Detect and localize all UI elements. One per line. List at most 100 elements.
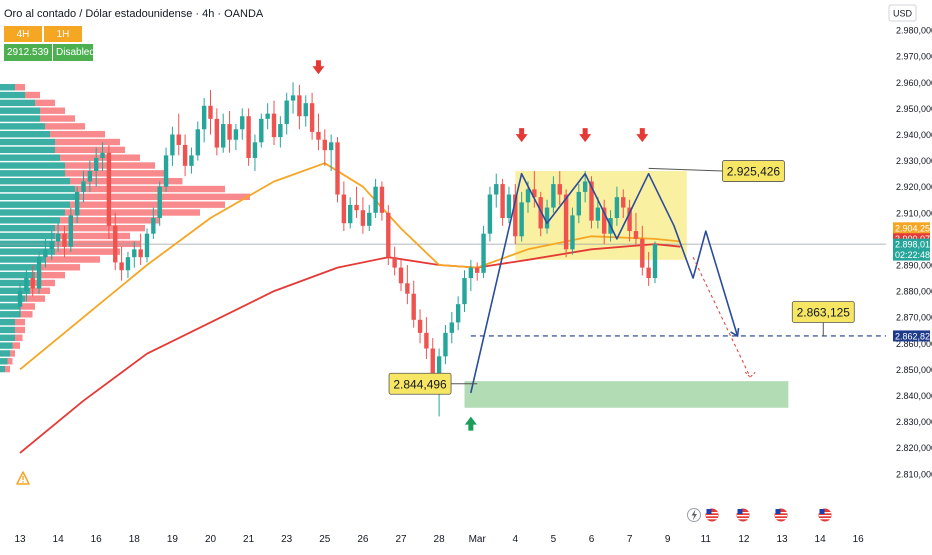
flash-event-icon[interactable]	[687, 508, 701, 522]
drawings-layer[interactable]: 2.925,426 2.863,125 2.844,496	[312, 60, 855, 431]
candle-body	[62, 233, 67, 247]
y-tick-label: 2.850,000	[896, 365, 932, 375]
profile-bar-down	[55, 224, 145, 232]
candle	[449, 311, 454, 344]
profile-bar-down	[12, 342, 20, 349]
candle-body	[443, 332, 448, 357]
price-tag-countdown: 02:22:48	[895, 250, 930, 260]
candle	[303, 95, 308, 127]
candle	[297, 84, 302, 130]
us-flag-event-icon[interactable]	[774, 508, 788, 522]
candle-body	[576, 191, 581, 216]
candle	[208, 90, 213, 135]
candle-body	[43, 249, 48, 258]
candle	[271, 100, 277, 145]
up-arrow-icon[interactable]	[464, 416, 477, 431]
price-callout[interactable]: 2.844,496	[388, 372, 478, 395]
candle	[398, 259, 404, 292]
candle-body	[100, 152, 105, 158]
candle	[367, 204, 372, 232]
candle-body	[68, 215, 73, 247]
candle	[170, 126, 175, 166]
candle	[144, 228, 150, 263]
timeframe-4h[interactable]: 4H	[4, 26, 42, 42]
support-zone[interactable]	[464, 381, 789, 408]
currency-button[interactable]	[888, 4, 917, 22]
candle	[500, 178, 505, 226]
y-tick-label: 2.890,000	[896, 261, 932, 271]
profile-bar-up	[0, 342, 13, 349]
candle	[182, 134, 188, 177]
down-arrow-icon[interactable]	[515, 128, 528, 143]
profile-bar-up	[0, 256, 45, 263]
currency-label[interactable]: USD	[893, 9, 913, 19]
candle	[379, 181, 385, 221]
candle-body	[316, 131, 321, 140]
candle	[544, 199, 550, 234]
candle	[62, 225, 67, 258]
price-tag-value: 2.898,010	[895, 240, 932, 250]
candle	[405, 265, 410, 305]
candle	[481, 225, 486, 279]
us-flag-event-icon[interactable]	[705, 508, 719, 522]
bearish-projection[interactable]	[692, 256, 751, 378]
events-layer[interactable]	[16, 471, 832, 522]
warning-icon[interactable]	[16, 471, 30, 485]
candle	[538, 191, 543, 237]
candle-body	[176, 134, 181, 145]
candle-body	[602, 207, 607, 234]
profile-bar-up	[0, 107, 40, 114]
price-tag[interactable]	[893, 222, 930, 234]
candle	[201, 97, 207, 143]
candle-body	[49, 241, 54, 250]
x-tick-label: 6	[589, 534, 595, 545]
candle-body	[195, 129, 200, 156]
y-axis[interactable]: USD 2.980,000 2.970,000 2.960,000 2.950,000 2…	[886, 0, 932, 550]
zigzag-projection[interactable]	[470, 172, 739, 394]
price-callout[interactable]: 2.925,426	[648, 160, 785, 182]
callout-leader	[648, 167, 723, 172]
candle-body	[322, 139, 327, 151]
price-tag[interactable]	[893, 238, 930, 261]
y-tick-label: 2.980,000	[896, 26, 932, 36]
timeframe-1h[interactable]: 1H	[44, 26, 82, 42]
candle-body	[170, 134, 175, 156]
candle	[74, 186, 80, 224]
profile-bar-down	[60, 154, 140, 161]
us-flag-event-icon[interactable]	[818, 508, 832, 522]
profile-bar-up	[0, 287, 30, 294]
down-arrow-icon[interactable]	[636, 128, 649, 143]
candle-body	[506, 194, 512, 219]
candle-body	[373, 186, 378, 213]
callout-text: 2.844,496	[393, 377, 447, 391]
candle-body	[589, 181, 594, 221]
candle-body	[17, 291, 23, 307]
candle	[290, 82, 296, 114]
candle-body	[265, 113, 270, 119]
x-tick-label: 13	[776, 534, 788, 545]
down-arrow-icon[interactable]	[312, 60, 325, 75]
profile-bar-up	[0, 334, 15, 341]
symbol-title[interactable]: Oro al contado / Dólar estadounidense · …	[4, 8, 264, 20]
profile-bar-down	[70, 177, 183, 185]
candle	[506, 186, 512, 224]
candle	[221, 113, 226, 153]
profile-bar-down	[75, 185, 225, 193]
price-callout[interactable]: 2.863,125	[791, 301, 855, 336]
indicator-value: 2912.539	[4, 44, 52, 61]
profile-bar-up	[0, 138, 55, 146]
y-tick-label: 2.970,000	[896, 52, 932, 62]
down-arrow-icon[interactable]	[579, 128, 592, 143]
indicator-state[interactable]: Disabled	[53, 44, 95, 61]
candle-body	[551, 184, 556, 208]
candle	[316, 113, 321, 151]
x-axis[interactable]: 13 14 16 18 19 20 21 23 25 26 27 28 Mar 4 5 6 7 9 11 12 13 14…	[14, 534, 902, 545]
us-flag-event-icon[interactable]	[736, 508, 750, 522]
x-tick-label: 11	[701, 534, 712, 545]
candle-body	[633, 231, 639, 239]
price-tag[interactable]	[893, 330, 930, 342]
candle	[240, 108, 245, 140]
candle	[55, 223, 61, 252]
